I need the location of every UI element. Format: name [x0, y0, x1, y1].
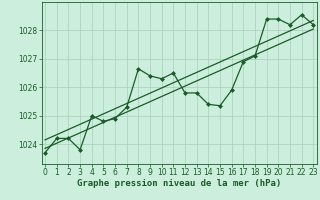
X-axis label: Graphe pression niveau de la mer (hPa): Graphe pression niveau de la mer (hPa) — [77, 179, 281, 188]
